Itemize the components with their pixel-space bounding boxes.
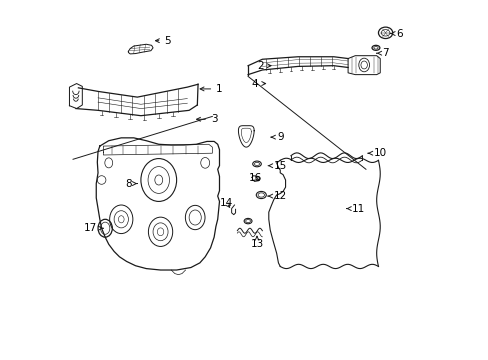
Text: 2: 2 (257, 61, 270, 71)
Text: 11: 11 (346, 203, 365, 213)
Text: 9: 9 (271, 132, 283, 142)
Text: 17: 17 (84, 223, 103, 233)
Text: 14: 14 (220, 198, 233, 208)
Text: 16: 16 (248, 173, 261, 183)
Text: 7: 7 (376, 48, 388, 58)
Text: 10: 10 (367, 148, 386, 158)
Text: 1: 1 (200, 84, 223, 94)
Text: 12: 12 (267, 191, 286, 201)
Text: 4: 4 (251, 78, 265, 89)
Text: 8: 8 (125, 179, 137, 189)
Text: 13: 13 (250, 236, 263, 249)
Text: 3: 3 (196, 114, 217, 124)
Text: 5: 5 (155, 36, 171, 46)
Text: 6: 6 (390, 28, 403, 39)
Text: 15: 15 (267, 161, 286, 171)
